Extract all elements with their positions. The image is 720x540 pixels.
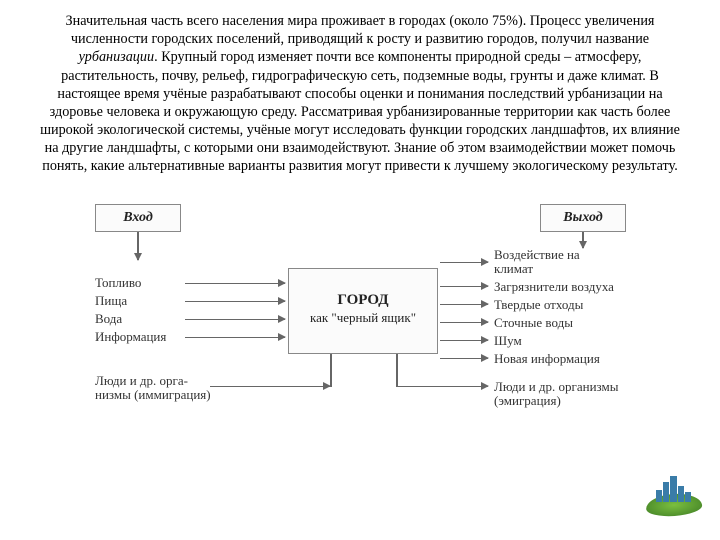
output-label-1: Загрязнители воздуха (494, 280, 614, 295)
output-header-arrow (582, 232, 584, 248)
input-label-2: Вода (95, 312, 122, 327)
output-label-2: Твердые отходы (494, 298, 583, 313)
input-header-box: Вход (95, 204, 181, 232)
input-arrow-1 (185, 301, 285, 303)
input-arrow-group2 (210, 386, 330, 388)
output-header-box: Выход (540, 204, 626, 232)
para-post: . Крупный город изменяет почти все компо… (40, 49, 680, 174)
output-arrow-4 (440, 340, 488, 342)
center-connector-right2 (396, 354, 398, 387)
eco-city-logo-icon (646, 472, 702, 516)
output-header-label: Выход (563, 210, 602, 225)
center-box: ГОРОД как "черный ящик" (288, 268, 438, 354)
center-connector-left (330, 354, 332, 387)
input-arrow-0 (185, 283, 285, 285)
body-paragraph: Значительная часть всего населения мира … (0, 0, 720, 180)
input-label-group2: Люди и др. орга- низмы (иммиграция) (95, 374, 211, 404)
input-label-3: Информация (95, 330, 166, 345)
input-header-arrow (137, 232, 139, 260)
input-header-label: Вход (123, 210, 153, 225)
output-label-3: Сточные воды (494, 316, 573, 331)
center-line1: ГОРОД (289, 291, 437, 311)
input-label-0: Топливо (95, 276, 141, 291)
output-arrow-1 (440, 286, 488, 288)
input-label-1: Пища (95, 294, 127, 309)
para-italic: урбанизации (79, 49, 154, 65)
input-arrow-3 (185, 337, 285, 339)
para-pre: Значительная часть всего населения мира … (66, 13, 655, 47)
output-label-4: Шум (494, 334, 522, 349)
output-arrow-2 (440, 304, 488, 306)
output-arrow-0 (440, 262, 488, 264)
output-arrow-5 (440, 358, 488, 360)
center-line2: как "черный ящик" (289, 310, 437, 327)
output-label-5: Новая информация (494, 352, 600, 367)
output-label-group2: Люди и др. организмы (эмиграция) (494, 380, 618, 410)
city-blackbox-diagram: Вход Выход ГОРОД как "черный ящик" Топли… (0, 186, 720, 456)
input-arrow-2 (185, 319, 285, 321)
output-label-0: Воздействие на климат (494, 248, 580, 278)
output-arrow-group2 (396, 386, 488, 388)
output-arrow-3 (440, 322, 488, 324)
